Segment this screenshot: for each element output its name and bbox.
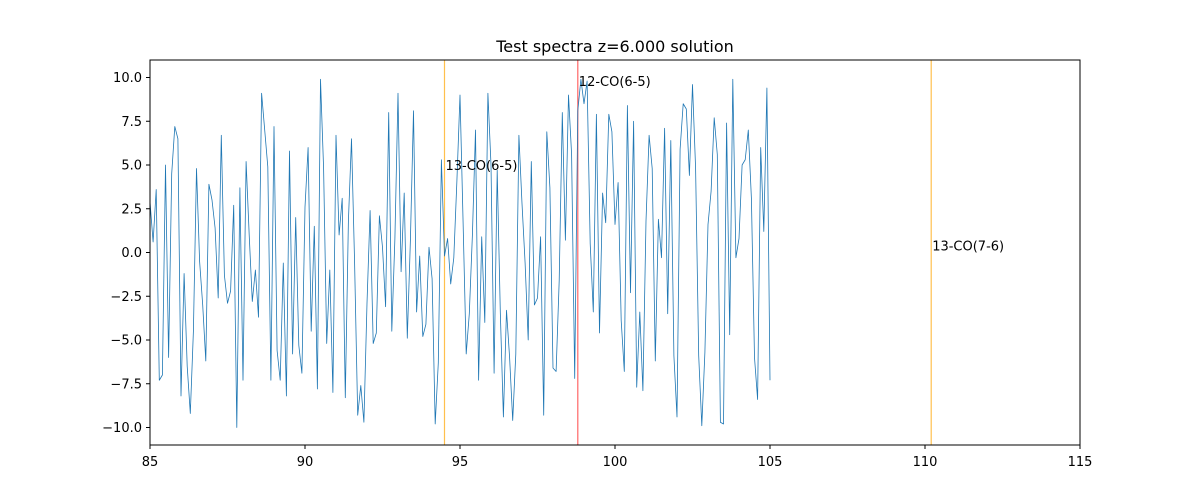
marker-label-3: 13-CO(7-6) [932,240,1004,255]
marker-label-2: 12-CO(6-5) [579,75,651,90]
y-tick-label: 5.0 [121,159,142,174]
y-tick-label: −5.0 [110,334,142,349]
plot-area [150,60,932,445]
y-tick-label: −7.5 [110,377,142,392]
marker-label-1: 13-CO(6-5) [446,159,518,174]
chart-title: Test spectra z=6.000 solution [495,37,734,56]
y-tick-label: −10.0 [102,421,142,436]
x-tick-label: 95 [452,455,469,470]
x-tick-label: 100 [603,455,628,470]
y-tick-label: −2.5 [110,290,142,305]
axes: 13-CO(6-5) 12-CO(6-5) 13-CO(7-6) 85 90 95 100 1… [102,71,1092,470]
y-tick-label: 7.5 [121,115,142,130]
x-tick-label: 90 [297,455,314,470]
spectrum-series [150,78,771,428]
x-tick-label: 110 [913,455,938,470]
y-tick-label: 2.5 [121,202,142,217]
y-tick-label: 0.0 [121,246,142,261]
x-tick-label: 105 [758,455,783,470]
x-tick-label: 85 [142,455,159,470]
x-tick-label: 115 [1068,455,1093,470]
y-tick-label: 10.0 [113,71,142,86]
